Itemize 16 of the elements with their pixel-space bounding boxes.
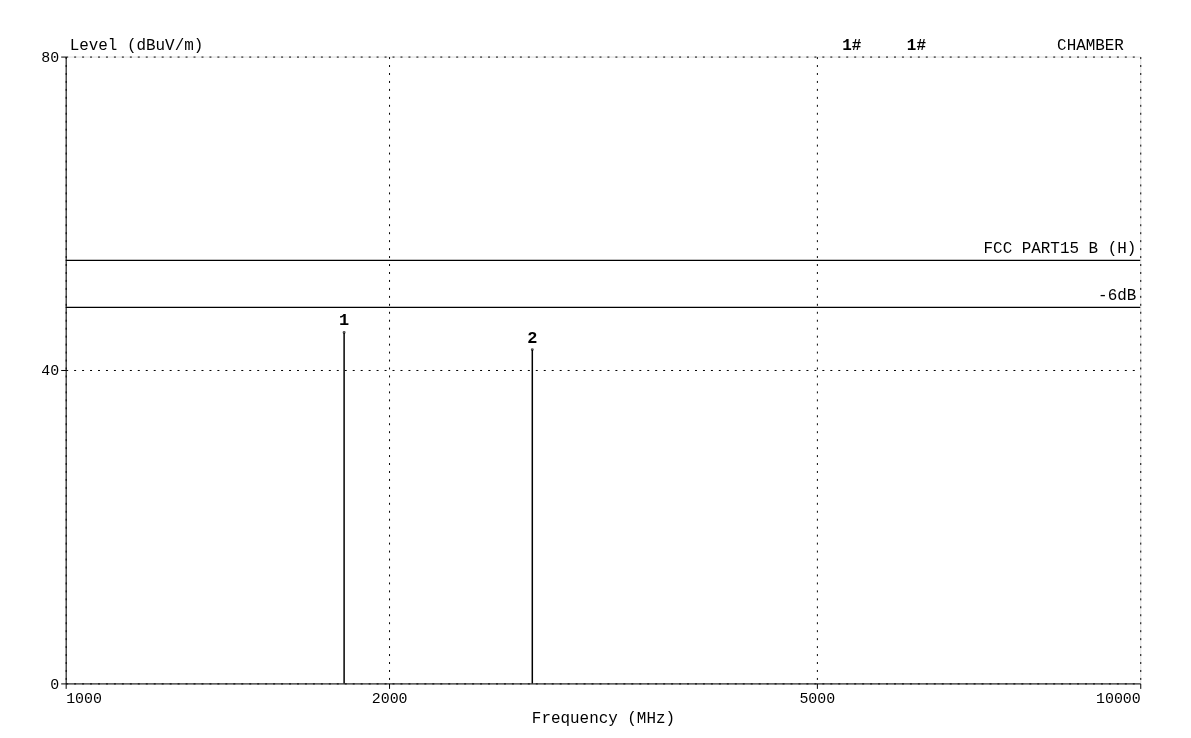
y-tick-label: 0 [50, 676, 60, 693]
x-tick-label: 1000 [66, 690, 102, 707]
y-tick-label: 80 [41, 50, 60, 67]
annotation: 1 [339, 311, 350, 331]
ref-line-label: -6dB [1098, 287, 1137, 306]
ref-line-label: FCC PART15 B (H) [983, 240, 1137, 259]
text: CHAMBER [1057, 36, 1125, 55]
x-tick-label: 10000 [1096, 690, 1141, 707]
text: 1# [842, 36, 862, 55]
x-tick-label: 5000 [799, 690, 836, 707]
y-tick-label: 40 [41, 363, 60, 380]
x-tick-label: 2000 [371, 690, 408, 707]
annotation: 2 [527, 328, 538, 348]
text: 1# [906, 36, 927, 55]
y-axis-title: Level (dBuV/m) [69, 36, 204, 55]
x-axis-title: Frequency (MHz) [531, 709, 676, 728]
